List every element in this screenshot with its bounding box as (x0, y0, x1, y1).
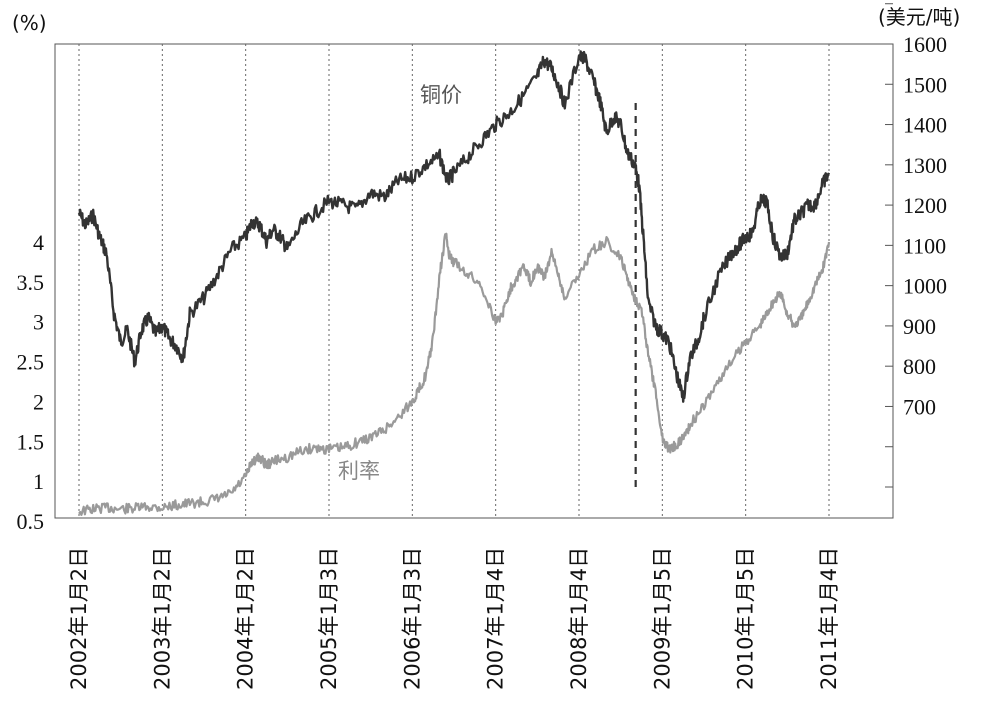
plot-area-frame (54, 43, 894, 519)
right-axis: 700 800 900 1000 1100 1200 1300 1400 1500 1600 (885, 3, 947, 488)
right-tick-label-1: 800 (903, 354, 936, 379)
rate-series-label: 利率 (338, 459, 380, 483)
x-tick-label-1: 2003年1月2日 (150, 547, 174, 690)
x-tick-label-8: 2010年1月5日 (734, 547, 758, 690)
right-tick-label-2: 900 (903, 314, 936, 339)
left-tick-label-0: 0.5 (17, 509, 45, 534)
left-tick-label-3: 2 (33, 389, 44, 414)
x-tick-label-5: 2007年1月4日 (484, 547, 508, 690)
left-tick-label-4: 2.5 (17, 350, 45, 375)
x-tick-label-9: 2011年1月4日 (817, 547, 841, 690)
left-tick-label-1: 1 (33, 469, 44, 494)
left-tick-label-2: 1.5 (17, 429, 45, 454)
x-axis: 2002年1月2日 2003年1月2日 2004年1月2日 2005年1月3日 2006… (67, 547, 841, 690)
right-tick-label-8: 1500 (903, 72, 947, 97)
right-tick-label-4: 1100 (903, 233, 946, 258)
right-axis-unit: (美元/吨) (878, 5, 960, 29)
copper-price-line (77, 50, 831, 403)
right-tick-label-9: 1600 (903, 32, 947, 57)
right-tick-label-3: 1000 (903, 274, 947, 299)
left-axis-unit: (%) (12, 11, 47, 35)
x-tick-label-2: 2004年1月2日 (234, 547, 258, 690)
left-tick-label-5: 3 (33, 310, 44, 335)
right-tick-label-0: 700 (903, 394, 936, 419)
interest-rate-line (78, 232, 831, 516)
right-tick-label-7: 1400 (903, 113, 947, 138)
x-tick-label-4: 2006年1月3日 (400, 547, 424, 690)
copper-series-label: 铜价 (420, 83, 462, 107)
x-tick-label-0: 2002年1月2日 (67, 547, 91, 690)
left-tick-label-7: 4 (33, 230, 44, 255)
x-tick-label-7: 2009年1月5日 (650, 547, 674, 690)
left-axis: 0.5 1 1.5 2 2.5 3 3.5 4 (17, 230, 45, 534)
left-tick-label-6: 3.5 (17, 270, 45, 295)
x-tick-label-6: 2008年1月4日 (567, 547, 591, 690)
x-tick-label-3: 2005年1月3日 (317, 547, 341, 690)
right-tick-label-6: 1300 (903, 153, 947, 178)
right-tick-label-5: 1200 (903, 193, 947, 218)
